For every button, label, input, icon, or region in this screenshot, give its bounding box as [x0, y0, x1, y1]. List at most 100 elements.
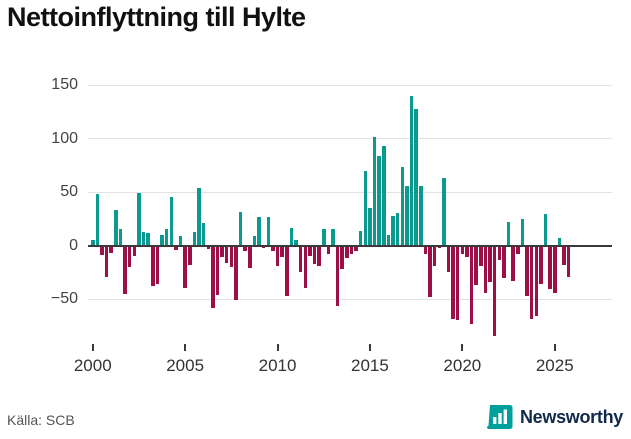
bar: [114, 210, 118, 246]
x-tick-mark: [553, 344, 556, 351]
bar: [298, 245, 303, 273]
bar: [553, 245, 557, 293]
bar: [100, 245, 104, 256]
y-gridline: [88, 191, 612, 193]
bar: [109, 245, 113, 253]
bar: [197, 187, 201, 246]
y-gridline: [88, 298, 612, 300]
x-axis-label: 2025: [535, 356, 574, 375]
bar: [164, 229, 169, 246]
bar: [206, 245, 210, 249]
bar: [294, 240, 298, 246]
bar: [326, 245, 331, 255]
bar: [275, 245, 280, 266]
bar: [211, 245, 215, 308]
x-axis-label: 2015: [351, 356, 389, 375]
bar: [188, 245, 192, 265]
bar: [141, 231, 146, 246]
bar: [183, 245, 187, 289]
bar: [534, 245, 539, 317]
bar: [428, 245, 432, 297]
x-tick-mark: [91, 344, 94, 351]
bar: [497, 245, 502, 261]
bar: [502, 245, 506, 278]
y-axis-label: 0: [69, 236, 78, 254]
source-label: Källa: SCB: [7, 412, 75, 428]
bar: [169, 197, 174, 246]
bar: [178, 235, 183, 246]
bar: [312, 245, 317, 264]
zero-axis-line: [88, 244, 612, 247]
bar: [174, 245, 178, 250]
bar: [308, 245, 312, 257]
y-axis-label: 50: [60, 183, 78, 200]
bar: [95, 194, 100, 246]
bar: [252, 235, 257, 246]
x-axis-label: 2020: [443, 356, 482, 375]
bar: [358, 230, 363, 246]
y-axis-label: 100: [51, 129, 78, 147]
bar: [335, 245, 340, 307]
x-tick-mark: [184, 344, 187, 351]
bar: [405, 185, 409, 246]
x-axis-label: 2005: [166, 356, 205, 375]
x-tick-mark: [276, 344, 279, 351]
bar: [446, 245, 451, 273]
bar: [525, 245, 529, 296]
bar: [201, 223, 206, 246]
bar: [340, 245, 344, 270]
bar: [377, 155, 381, 246]
bar: [160, 234, 164, 246]
bar: [419, 185, 423, 246]
x-axis-label: 2000: [73, 356, 112, 375]
x-tick-mark: [368, 344, 371, 351]
bar: [483, 245, 488, 293]
bar: [238, 212, 243, 246]
bar: [372, 137, 377, 246]
bar: [285, 245, 289, 296]
bar: [261, 245, 266, 248]
bar: [506, 221, 511, 246]
bar: [146, 232, 150, 246]
newsworthy-logo: Newsworthy: [486, 404, 623, 430]
bar: [192, 231, 197, 246]
bar: [386, 234, 391, 246]
bar: [409, 95, 414, 246]
bar: [460, 245, 465, 255]
bar: [469, 245, 474, 324]
bar: [543, 214, 548, 246]
bar: [382, 145, 386, 246]
newsworthy-bars-icon: [486, 405, 513, 429]
bar: [224, 245, 229, 263]
bar: [516, 245, 520, 255]
bar: [132, 245, 137, 257]
bar: [479, 245, 483, 266]
bar: [566, 245, 571, 277]
chart-title: Nettoinflyttning till Hylte: [7, 2, 306, 32]
bar: [104, 245, 109, 277]
bar: [280, 245, 284, 258]
bar: [488, 245, 492, 282]
bar: [400, 167, 405, 246]
bar: [289, 228, 294, 246]
bar: [271, 245, 275, 251]
bar: [562, 245, 566, 265]
bar: [215, 245, 220, 295]
bar: [151, 245, 155, 287]
x-tick-mark: [461, 344, 464, 351]
y-axis-label: −50: [50, 290, 78, 307]
bar: [492, 245, 497, 337]
x-axis-label: 2010: [258, 356, 297, 375]
bar: [529, 245, 534, 320]
bar: [437, 245, 441, 248]
y-axis-label: 150: [51, 76, 78, 93]
bar: [127, 245, 132, 267]
bar: [234, 245, 238, 301]
bar: [539, 245, 543, 285]
bar: [368, 208, 372, 246]
bar: [248, 245, 252, 268]
bar: [557, 238, 562, 246]
bar: [363, 170, 368, 246]
y-gridline: [88, 138, 612, 139]
